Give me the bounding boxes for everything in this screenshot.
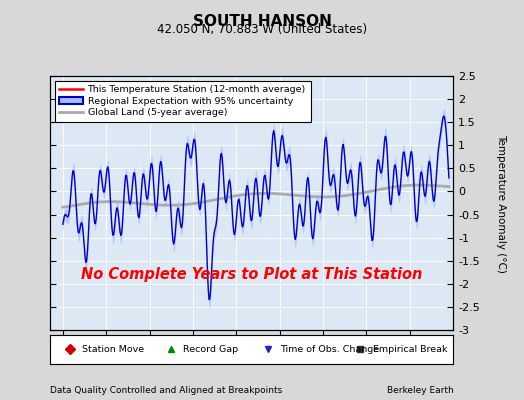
Text: Empirical Break: Empirical Break (373, 344, 447, 354)
Text: Time of Obs. Change: Time of Obs. Change (280, 344, 379, 354)
Text: Station Move: Station Move (82, 344, 144, 354)
Text: SOUTH HANSON: SOUTH HANSON (192, 14, 332, 29)
Text: Data Quality Controlled and Aligned at Breakpoints: Data Quality Controlled and Aligned at B… (50, 386, 282, 395)
Y-axis label: Temperature Anomaly (°C): Temperature Anomaly (°C) (497, 134, 507, 272)
Text: 42.050 N, 70.883 W (United States): 42.050 N, 70.883 W (United States) (157, 23, 367, 36)
Legend: This Temperature Station (12-month average), Regional Expectation with 95% uncer: This Temperature Station (12-month avera… (54, 81, 311, 122)
Text: Record Gap: Record Gap (183, 344, 238, 354)
Text: Berkeley Earth: Berkeley Earth (387, 386, 453, 395)
Text: No Complete Years to Plot at This Station: No Complete Years to Plot at This Statio… (81, 267, 422, 282)
